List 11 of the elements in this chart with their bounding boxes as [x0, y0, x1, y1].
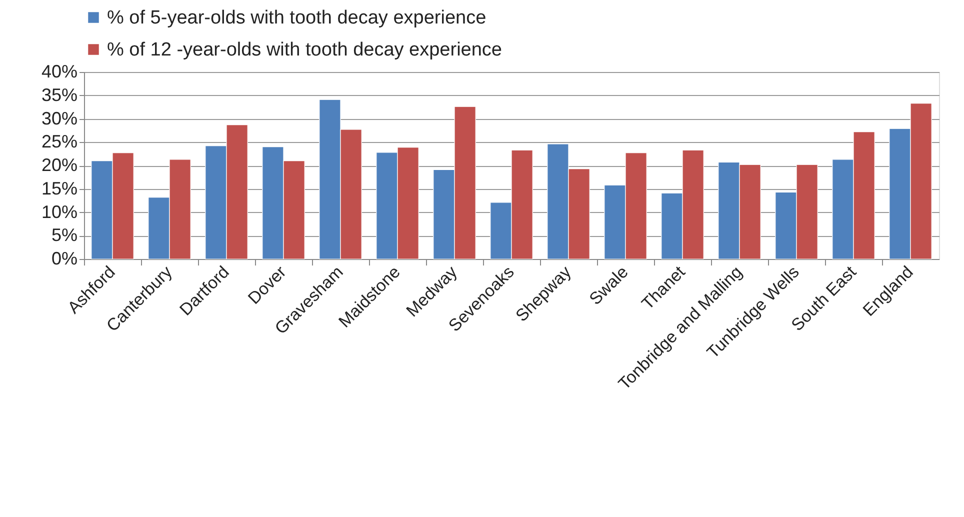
- y-tick-label: 15%: [41, 178, 78, 198]
- y-tick-label: 40%: [41, 62, 78, 82]
- y-tick-label: 0%: [51, 248, 78, 268]
- y-tick-label: 5%: [51, 225, 78, 246]
- legend-label: % of 5-year-olds with tooth decay experience: [107, 8, 486, 28]
- y-tick-label: 35%: [41, 84, 78, 105]
- y-tick-label: 30%: [41, 108, 78, 128]
- y-tick-label: 10%: [41, 202, 78, 222]
- y-tick-label: 25%: [41, 132, 78, 152]
- y-tick-label: 20%: [41, 155, 78, 175]
- legend-label: % of 12 -year-olds with tooth decay experience: [107, 40, 502, 60]
